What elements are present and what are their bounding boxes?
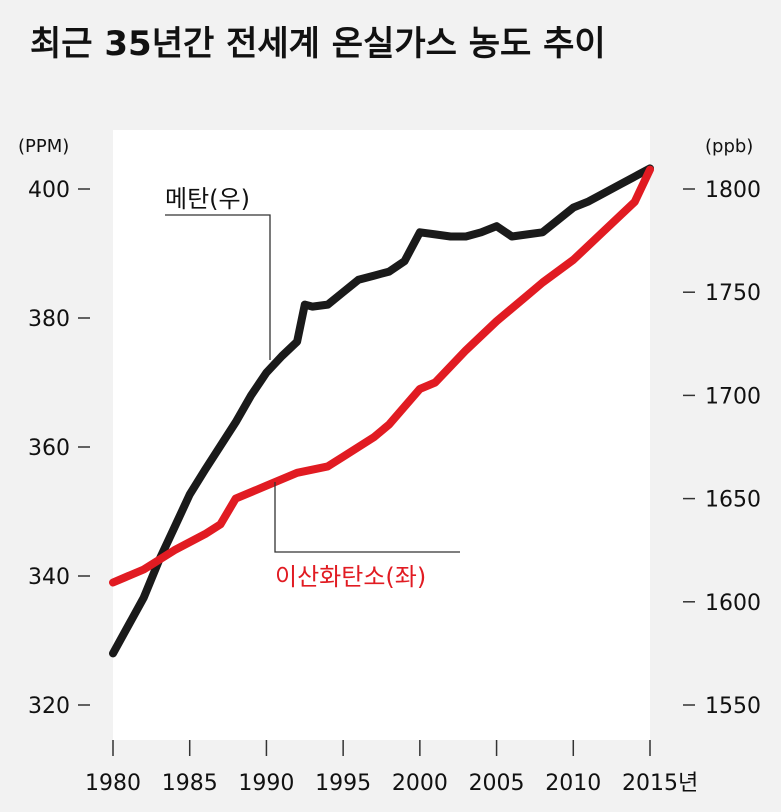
right-tick-label: 1550	[705, 694, 761, 719]
right-tick-label: 1600	[705, 591, 761, 616]
co2-label: 이산화탄소(좌)	[275, 563, 426, 591]
co2-leader-line	[274, 482, 460, 553]
co2-series-line	[109, 165, 654, 587]
x-tick-label: 2005	[469, 771, 525, 796]
x-tick-label: 1995	[315, 771, 371, 796]
right-tick-label: 1750	[705, 281, 761, 306]
left-tick-label: 360	[28, 436, 70, 461]
x-tick-label: 1980	[85, 771, 141, 796]
right-axis-unit: (ppb)	[705, 136, 753, 157]
right-tick-label: 1650	[705, 488, 761, 513]
left-tick-label: 340	[28, 565, 70, 590]
right-tick-label: 1700	[705, 384, 761, 409]
x-tick-label: 2000	[392, 771, 448, 796]
x-tick-label: 1990	[238, 771, 294, 796]
x-tick-label: 2010	[545, 771, 601, 796]
methane-label: 메탄(우)	[165, 185, 250, 213]
x-tick-label: 2015년	[622, 771, 698, 796]
methane-series-line	[109, 164, 654, 658]
left-tick-label: 320	[28, 694, 70, 719]
x-tick-label: 1985	[162, 771, 218, 796]
right-tick-label: 1800	[705, 178, 761, 203]
left-tick-label: 380	[28, 307, 70, 332]
left-axis-unit: (PPM)	[18, 136, 69, 157]
chart-title: 최근 35년간 전세계 온실가스 농도 추이	[30, 24, 606, 64]
left-tick-label: 400	[28, 178, 70, 203]
methane-leader-line	[165, 214, 271, 360]
